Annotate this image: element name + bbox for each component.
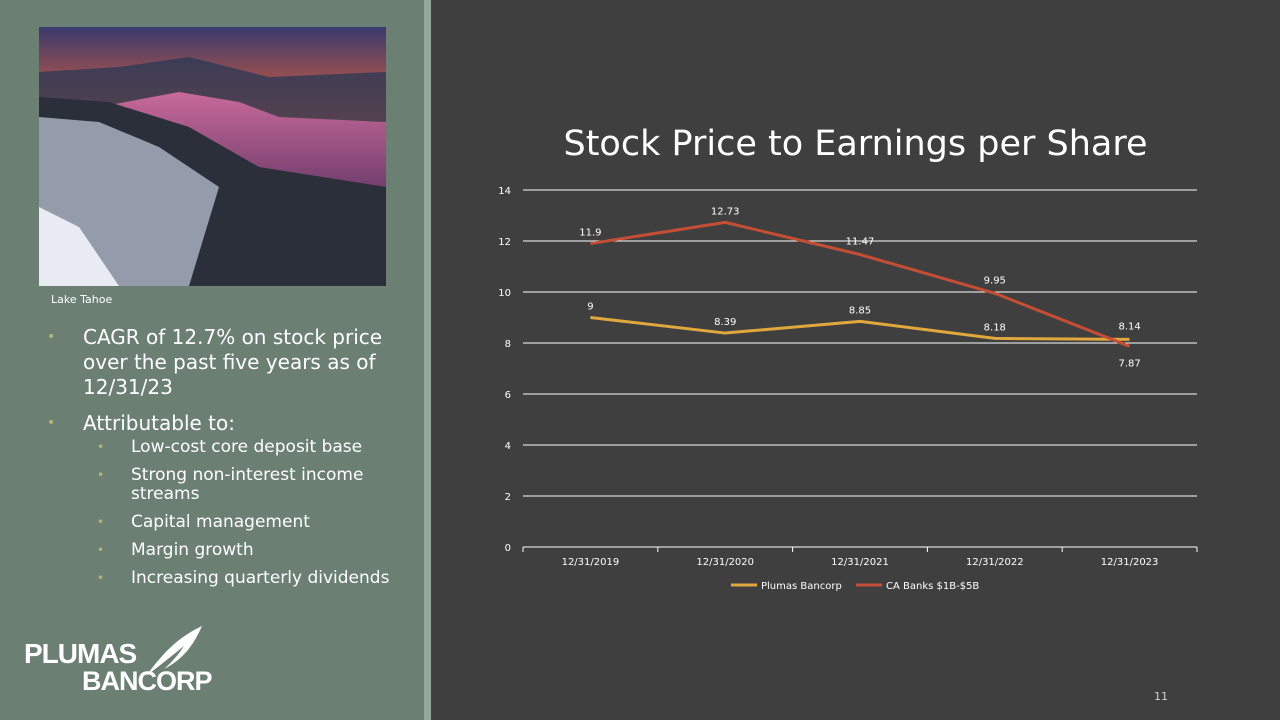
y-tick-label: 6 bbox=[505, 390, 511, 401]
y-tick-label: 14 bbox=[498, 186, 511, 197]
data-label: 9.95 bbox=[984, 275, 1006, 286]
feather-icon bbox=[146, 626, 202, 676]
data-label: 12.73 bbox=[711, 206, 740, 217]
x-tick-label: 12/31/2021 bbox=[831, 557, 889, 568]
page-number: 11 bbox=[1154, 690, 1168, 703]
x-tick-label: 12/31/2019 bbox=[562, 557, 620, 568]
sub-bullet-dividends: Increasing quarterly dividends bbox=[45, 569, 415, 589]
y-tick-label: 0 bbox=[505, 543, 511, 554]
sub-bullet-capital: Capital management bbox=[45, 513, 415, 533]
sub-bullet-margin: Margin growth bbox=[45, 541, 415, 561]
series-line-plumas-bancorp bbox=[590, 316, 1130, 341]
data-label: 9 bbox=[587, 302, 593, 313]
sub-bullet-income-streams: Strong non-interest income streams bbox=[45, 466, 415, 504]
lake-tahoe-photo bbox=[39, 27, 386, 286]
data-label: 8.14 bbox=[1118, 321, 1140, 332]
panel-divider bbox=[424, 0, 431, 720]
y-tick-label: 10 bbox=[498, 288, 511, 299]
y-tick-label: 2 bbox=[505, 492, 511, 503]
x-tick-label: 12/31/2020 bbox=[696, 557, 754, 568]
chart-title: Stock Price to Earnings per Share bbox=[563, 124, 1148, 164]
pe-ratio-line-chart: 0 2 4 6 8 10 12 14 12/31/2019 12/31/2020 12/31/202… bbox=[498, 186, 1198, 592]
sidebar-panel: Lake Tahoe CAGR of 12.7% on stock price … bbox=[0, 0, 424, 720]
data-label: 7.87 bbox=[1118, 358, 1140, 369]
data-label: 8.18 bbox=[984, 322, 1006, 333]
y-tick-label: 4 bbox=[505, 441, 511, 452]
y-tick-label: 12 bbox=[498, 237, 511, 248]
series-line-ca-banks bbox=[590, 220, 1131, 348]
legend-label: Plumas Bancorp bbox=[761, 581, 842, 592]
sub-bullet-deposit-base: Low-cost core deposit base bbox=[45, 438, 415, 458]
data-label: 8.85 bbox=[849, 305, 871, 316]
bullet-list: CAGR of 12.7% on stock price over the pa… bbox=[45, 325, 415, 597]
bullet-cagr: CAGR of 12.7% on stock price over the pa… bbox=[45, 325, 415, 400]
legend-label: CA Banks $1B-$5B bbox=[886, 581, 979, 592]
data-label: 11.47 bbox=[846, 237, 875, 248]
plumas-bancorp-logo: PLUMAS BANCORP bbox=[22, 624, 232, 696]
x-tick-label: 12/31/2023 bbox=[1101, 557, 1159, 568]
data-label: 8.39 bbox=[714, 317, 736, 328]
data-label: 11.9 bbox=[579, 228, 601, 239]
logo-text-plumas: PLUMAS bbox=[24, 638, 137, 669]
photo-caption: Lake Tahoe bbox=[51, 293, 113, 306]
x-tick-label: 12/31/2022 bbox=[966, 557, 1024, 568]
bullet-attributable: Attributable to: bbox=[45, 411, 415, 436]
y-tick-label: 8 bbox=[505, 339, 511, 350]
logo-text-bancorp: BANCORP bbox=[82, 666, 213, 696]
